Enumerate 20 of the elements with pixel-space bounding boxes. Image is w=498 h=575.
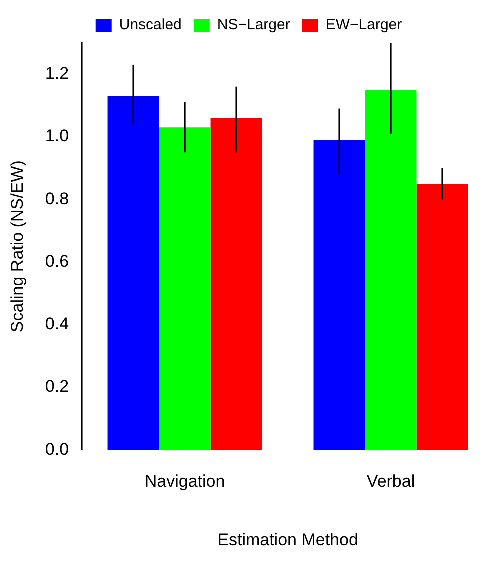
- y-tick-label: 1.2: [45, 64, 70, 84]
- x-tick-label: Navigation: [144, 472, 226, 492]
- bar: [108, 96, 160, 450]
- legend-label: Unscaled: [119, 16, 182, 34]
- legend-label: EW−Larger: [326, 16, 402, 34]
- bar: [365, 90, 417, 450]
- y-tick-label: 0.6: [45, 252, 70, 271]
- y-tick-label: 0.0: [45, 440, 70, 459]
- y-tick-label: 1.0: [45, 126, 70, 146]
- y-axis-title: Scaling Ratio (NS/EW): [8, 160, 27, 333]
- bar: [159, 128, 211, 450]
- y-tick-label: 0.8: [45, 189, 70, 208]
- legend-label: NS−Larger: [217, 16, 290, 34]
- x-axis-title: Estimation Method: [218, 530, 358, 550]
- bar: [416, 184, 468, 450]
- x-tick-label: Verbal: [366, 472, 416, 492]
- bar: [210, 118, 262, 450]
- y-tick-label: 0.4: [45, 314, 70, 334]
- y-tick-label: 0.2: [45, 377, 70, 396]
- bar: [314, 140, 366, 450]
